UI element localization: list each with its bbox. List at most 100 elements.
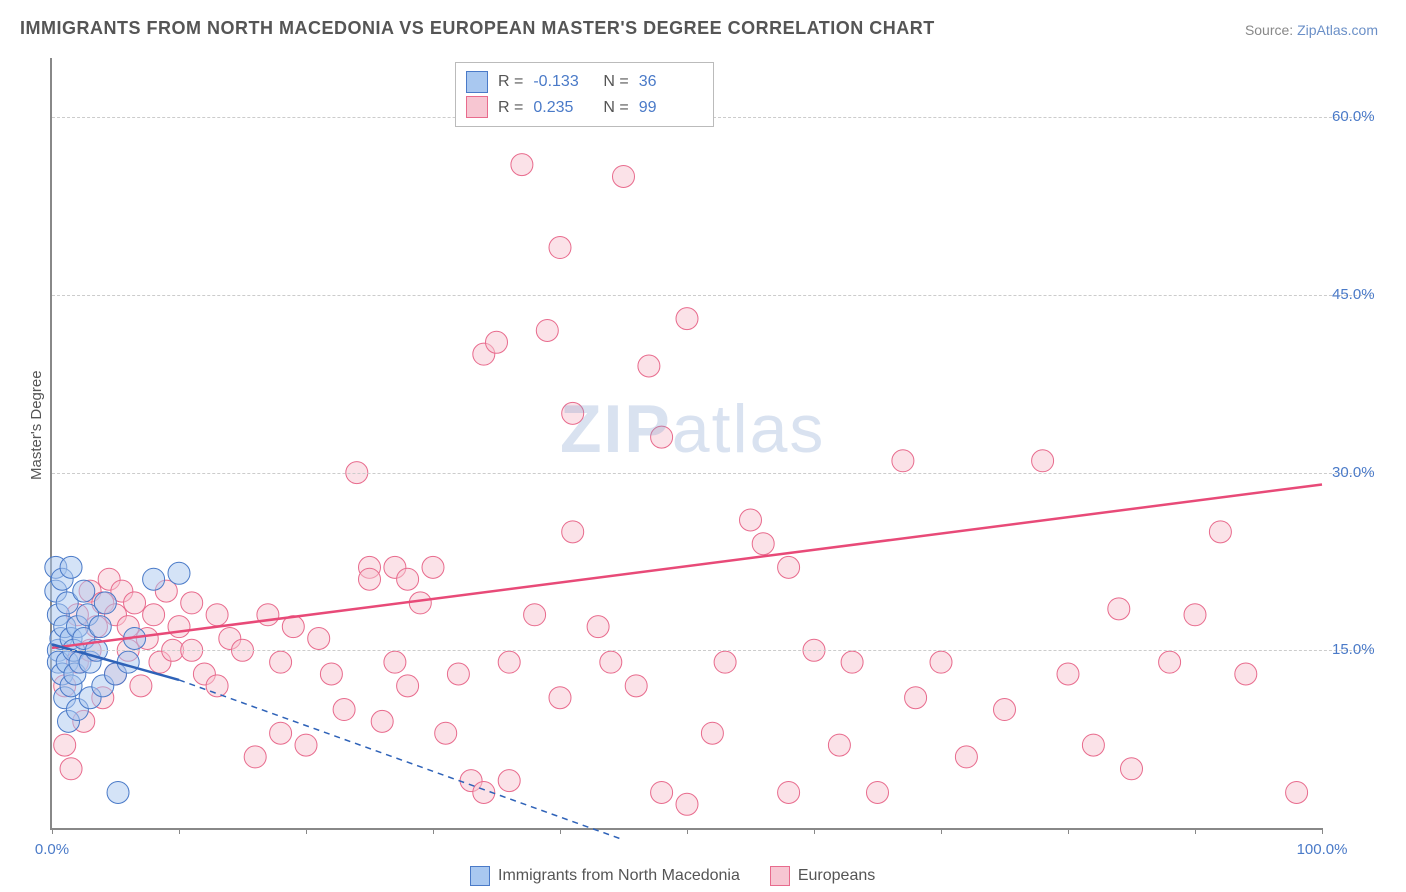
data-point — [892, 450, 914, 472]
data-point — [740, 509, 762, 531]
data-point — [651, 426, 673, 448]
x-tick-label: 0.0% — [35, 841, 69, 858]
data-point — [613, 165, 635, 187]
data-point — [701, 722, 723, 744]
stat-R-value-1: -0.133 — [533, 69, 593, 95]
data-point — [994, 699, 1016, 721]
stat-N-label: N = — [603, 69, 628, 95]
stat-R-label: R = — [498, 95, 523, 121]
x-tick — [1068, 828, 1069, 834]
data-point — [107, 781, 129, 803]
data-point — [117, 651, 139, 673]
stat-row-2: R = 0.235 N = 99 — [466, 95, 699, 121]
legend-swatch-2 — [770, 866, 790, 886]
stat-N-value-2: 99 — [639, 95, 699, 121]
data-point — [130, 675, 152, 697]
x-tick — [941, 828, 942, 834]
data-point — [841, 651, 863, 673]
data-point — [124, 592, 146, 614]
data-point — [89, 616, 111, 638]
data-point — [244, 746, 266, 768]
data-point — [206, 675, 228, 697]
gridline-h — [52, 295, 1372, 296]
data-point — [498, 770, 520, 792]
data-point — [1121, 758, 1143, 780]
data-point — [714, 651, 736, 673]
source-link[interactable]: ZipAtlas.com — [1297, 22, 1378, 38]
x-tick — [52, 828, 53, 834]
data-point — [320, 663, 342, 685]
stat-R-label: R = — [498, 69, 523, 95]
data-point — [1159, 651, 1181, 673]
stat-R-value-2: 0.235 — [533, 95, 593, 121]
x-tick — [687, 828, 688, 834]
data-point — [1235, 663, 1257, 685]
legend-swatch-1 — [470, 866, 490, 886]
x-tick — [1195, 828, 1196, 834]
y-tick-label: 15.0% — [1332, 641, 1375, 658]
data-point — [638, 355, 660, 377]
data-point — [143, 568, 165, 590]
data-point — [549, 237, 571, 259]
data-point — [257, 604, 279, 626]
data-point — [270, 722, 292, 744]
x-tick — [306, 828, 307, 834]
data-point — [1209, 521, 1231, 543]
legend-label-2: Europeans — [798, 867, 875, 884]
y-tick-label: 30.0% — [1332, 464, 1375, 481]
data-point — [359, 568, 381, 590]
data-point — [54, 734, 76, 756]
data-point — [333, 699, 355, 721]
data-point — [143, 604, 165, 626]
y-tick-label: 60.0% — [1332, 108, 1375, 125]
correlation-stat-box: R = -0.133 N = 36 R = 0.235 N = 99 — [455, 62, 714, 127]
data-point — [676, 793, 698, 815]
source-attribution: Source: ZipAtlas.com — [1245, 22, 1378, 38]
x-tick-label: 100.0% — [1297, 841, 1348, 858]
stat-row-1: R = -0.133 N = 36 — [466, 69, 699, 95]
source-prefix: Source: — [1245, 22, 1297, 38]
data-point — [397, 568, 419, 590]
data-point — [778, 781, 800, 803]
data-point — [371, 710, 393, 732]
chart-svg — [52, 58, 1322, 828]
legend-item-2: Europeans — [770, 866, 875, 886]
data-point — [1032, 450, 1054, 472]
data-point — [168, 562, 190, 584]
legend-item-1: Immigrants from North Macedonia — [470, 866, 740, 886]
data-point — [1057, 663, 1079, 685]
gridline-h — [52, 650, 1372, 651]
plot-area: 0.0%100.0% — [50, 58, 1322, 830]
data-point — [384, 651, 406, 673]
gridline-h — [52, 473, 1372, 474]
data-point — [1286, 781, 1308, 803]
swatch-series-1 — [466, 71, 488, 93]
data-point — [168, 616, 190, 638]
data-point — [94, 592, 116, 614]
data-point — [625, 675, 647, 697]
data-point — [955, 746, 977, 768]
data-point — [435, 722, 457, 744]
data-point — [422, 556, 444, 578]
data-point — [930, 651, 952, 673]
swatch-series-2 — [466, 96, 488, 118]
data-point — [651, 781, 673, 803]
data-point — [867, 781, 889, 803]
x-tick — [433, 828, 434, 834]
stat-N-label: N = — [603, 95, 628, 121]
legend-label-1: Immigrants from North Macedonia — [498, 867, 740, 884]
data-point — [511, 154, 533, 176]
data-point — [752, 533, 774, 555]
x-tick — [560, 828, 561, 834]
data-point — [562, 402, 584, 424]
data-point — [397, 675, 419, 697]
data-point — [1108, 598, 1130, 620]
data-point — [60, 758, 82, 780]
data-point — [562, 521, 584, 543]
chart-title: IMMIGRANTS FROM NORTH MACEDONIA VS EUROP… — [20, 18, 935, 39]
data-point — [1082, 734, 1104, 756]
data-point — [206, 604, 228, 626]
data-point — [1184, 604, 1206, 626]
data-point — [587, 616, 609, 638]
bottom-legend: Immigrants from North Macedonia European… — [470, 866, 875, 886]
